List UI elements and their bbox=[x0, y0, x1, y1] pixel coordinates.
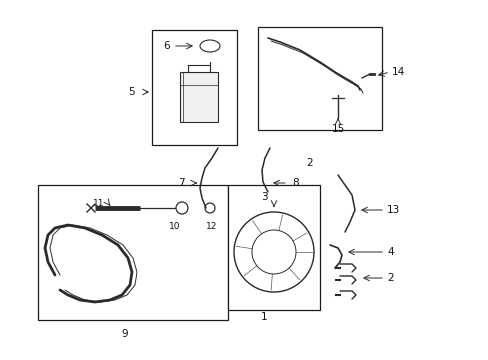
Text: 12: 12 bbox=[206, 222, 217, 231]
Bar bbox=[38, 185, 227, 320]
Text: 10: 10 bbox=[169, 222, 181, 231]
Bar bbox=[258, 27, 381, 130]
Text: 13: 13 bbox=[386, 205, 400, 215]
Text: 2: 2 bbox=[386, 273, 393, 283]
Text: 3: 3 bbox=[260, 192, 267, 202]
Text: 6: 6 bbox=[163, 41, 169, 51]
Text: 5: 5 bbox=[128, 87, 135, 97]
Text: 9: 9 bbox=[122, 329, 128, 339]
Text: 4: 4 bbox=[386, 247, 393, 257]
Bar bbox=[227, 185, 319, 310]
Text: 11: 11 bbox=[92, 198, 104, 207]
Text: 2: 2 bbox=[306, 158, 313, 168]
Text: 14: 14 bbox=[391, 67, 405, 77]
Text: 15: 15 bbox=[331, 124, 344, 134]
Text: 8: 8 bbox=[291, 178, 298, 188]
Text: 1: 1 bbox=[260, 312, 267, 322]
Bar bbox=[180, 72, 218, 122]
Text: 7: 7 bbox=[178, 178, 184, 188]
Bar bbox=[152, 30, 237, 145]
